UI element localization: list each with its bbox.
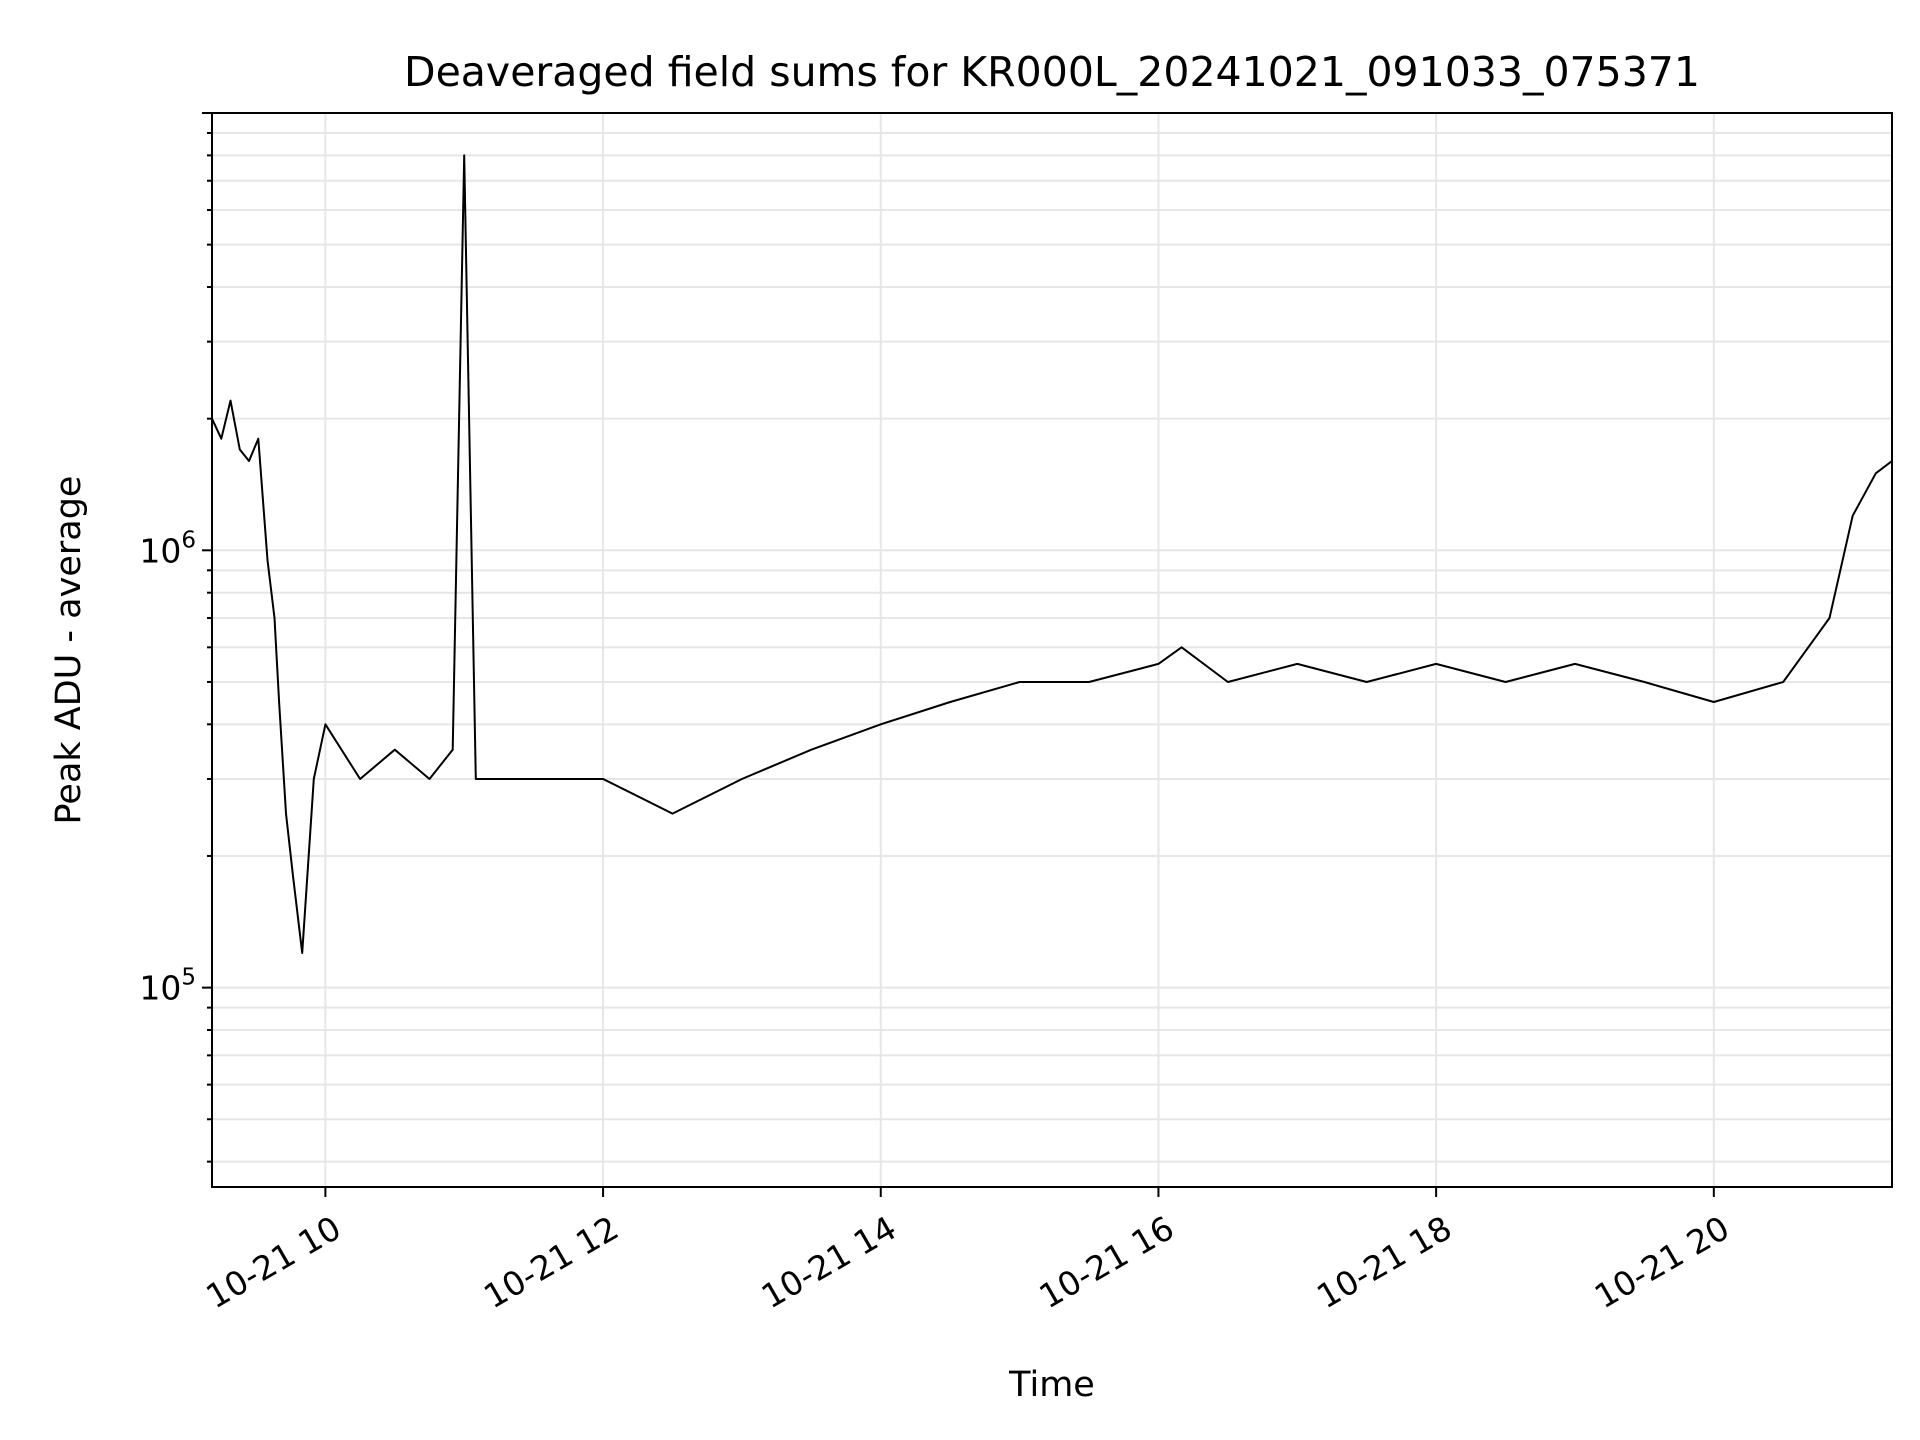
y-tick-base: 10 — [139, 531, 181, 570]
x-tick-label: 10-21 20 — [1588, 1208, 1736, 1316]
series-layer — [211, 154, 1893, 954]
x-tick-label: 10-21 12 — [477, 1208, 625, 1316]
x-tick-label: 10-21 14 — [755, 1208, 903, 1316]
series-line — [211, 154, 1893, 954]
y-tick-exponent: 6 — [181, 527, 196, 553]
y-axis-label: Peak ADU - average — [49, 476, 89, 825]
x-tick-label: 10-21 10 — [199, 1208, 347, 1316]
plot-area-frame — [211, 112, 1893, 1188]
chart-title: Deaveraged field sums for KR000L_2024102… — [404, 48, 1700, 96]
x-tick-label: 10-21 16 — [1032, 1208, 1180, 1316]
y-tick-exponent: 5 — [181, 965, 196, 991]
y-tick-label: 106 — [139, 527, 196, 570]
x-axis-ticks: 10-21 10 10-21 12 10-21 14 10-21 16 10-21 18… — [199, 1187, 1736, 1316]
x-tick-label: 10-21 18 — [1310, 1208, 1458, 1316]
y-tick-base: 10 — [139, 969, 181, 1008]
x-axis-label: Time — [1008, 1365, 1095, 1405]
grid-layer — [212, 112, 1892, 1187]
y-tick-label: 105 — [139, 965, 196, 1008]
